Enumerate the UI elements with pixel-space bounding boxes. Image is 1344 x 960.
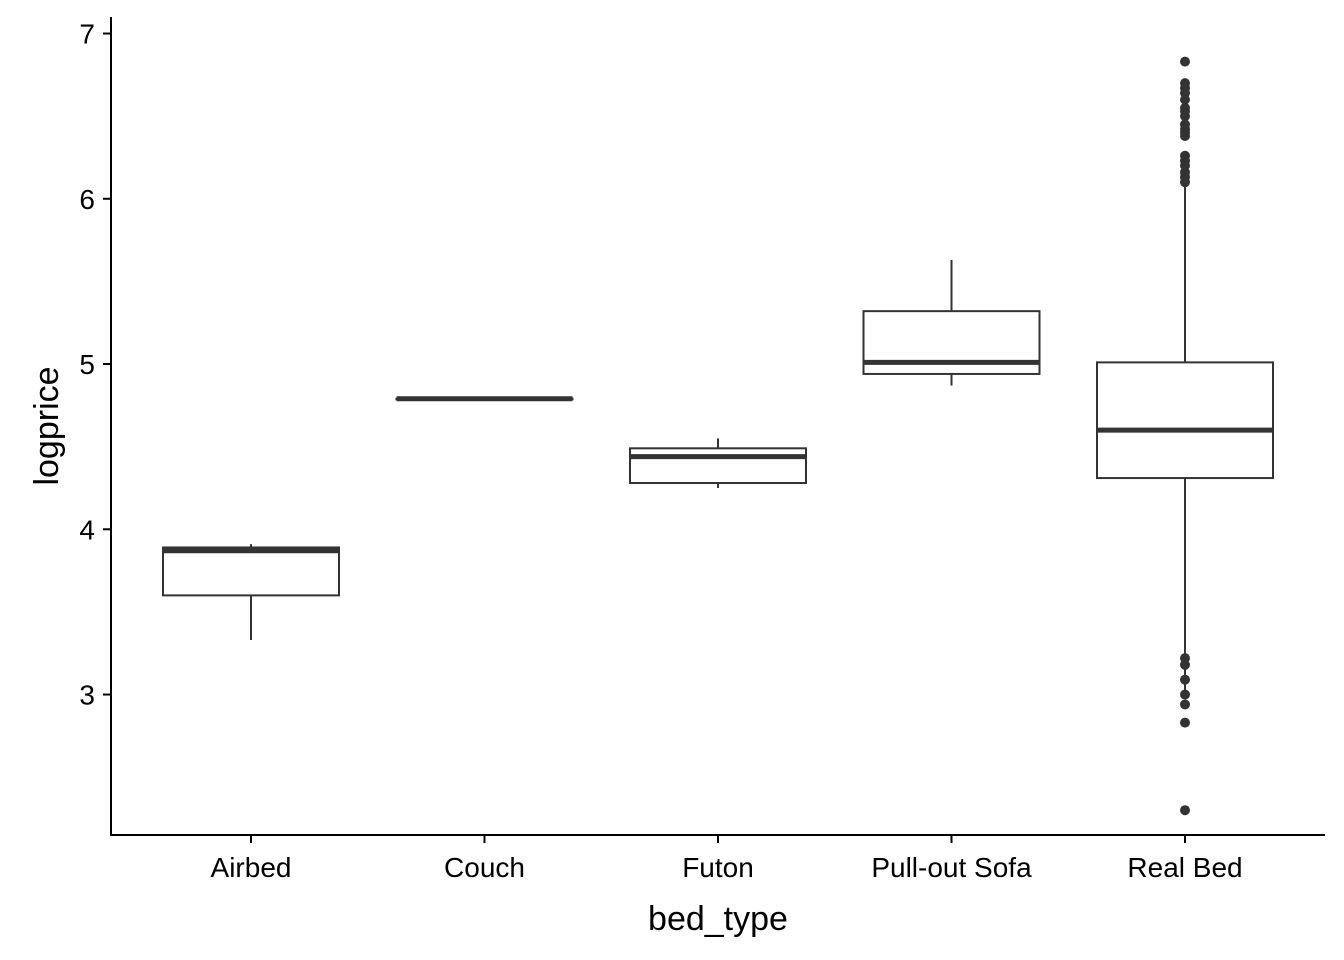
box-real-bed [1096, 361, 1274, 480]
box-group-airbed [162, 544, 340, 641]
x-tick-label-airbed: Airbed [211, 852, 292, 883]
outlier-point-real-bed [1180, 102, 1190, 113]
box-futon [629, 447, 807, 485]
box-group-real-bed [1096, 56, 1274, 816]
y-tick-label-6: 6 [79, 184, 95, 215]
outlier-point-real-bed [1180, 56, 1190, 67]
outlier-point-real-bed [1180, 717, 1190, 728]
y-axis-title: logprice [28, 366, 66, 485]
plot-area [162, 56, 1274, 816]
x-tick-label-futon: Futon [682, 852, 754, 883]
x-tick-label-couch: Couch [444, 852, 525, 883]
outlier-point-real-bed [1180, 689, 1190, 700]
outlier-point-real-bed [1180, 119, 1190, 130]
box-group-couch [395, 396, 574, 402]
box-airbed [162, 546, 340, 597]
y-axis-ticks: 3 4 5 6 7 [79, 19, 111, 711]
x-axis-ticks: Airbed Couch Futon Pull-out Sofa Real Bed [211, 835, 1243, 883]
outlier-point-real-bed [1180, 78, 1190, 89]
outlier-point-real-bed [1180, 805, 1190, 816]
x-axis-title: bed_type [648, 900, 788, 938]
x-tick-label-pull-out-sofa: Pull-out Sofa [871, 852, 1032, 883]
box-group-futon [629, 438, 807, 488]
outlier-point-real-bed [1180, 653, 1190, 664]
y-tick-label-5: 5 [79, 349, 95, 380]
outlier-point-real-bed [1180, 699, 1190, 710]
x-tick-label-real-bed: Real Bed [1127, 852, 1242, 883]
outlier-point-real-bed [1180, 674, 1190, 685]
outlier-point-real-bed [1180, 150, 1190, 161]
y-tick-label-4: 4 [79, 514, 95, 545]
box-group-pull-out-sofa [862, 259, 1041, 386]
y-tick-label-3: 3 [79, 680, 95, 711]
y-tick-label-7: 7 [79, 19, 95, 50]
